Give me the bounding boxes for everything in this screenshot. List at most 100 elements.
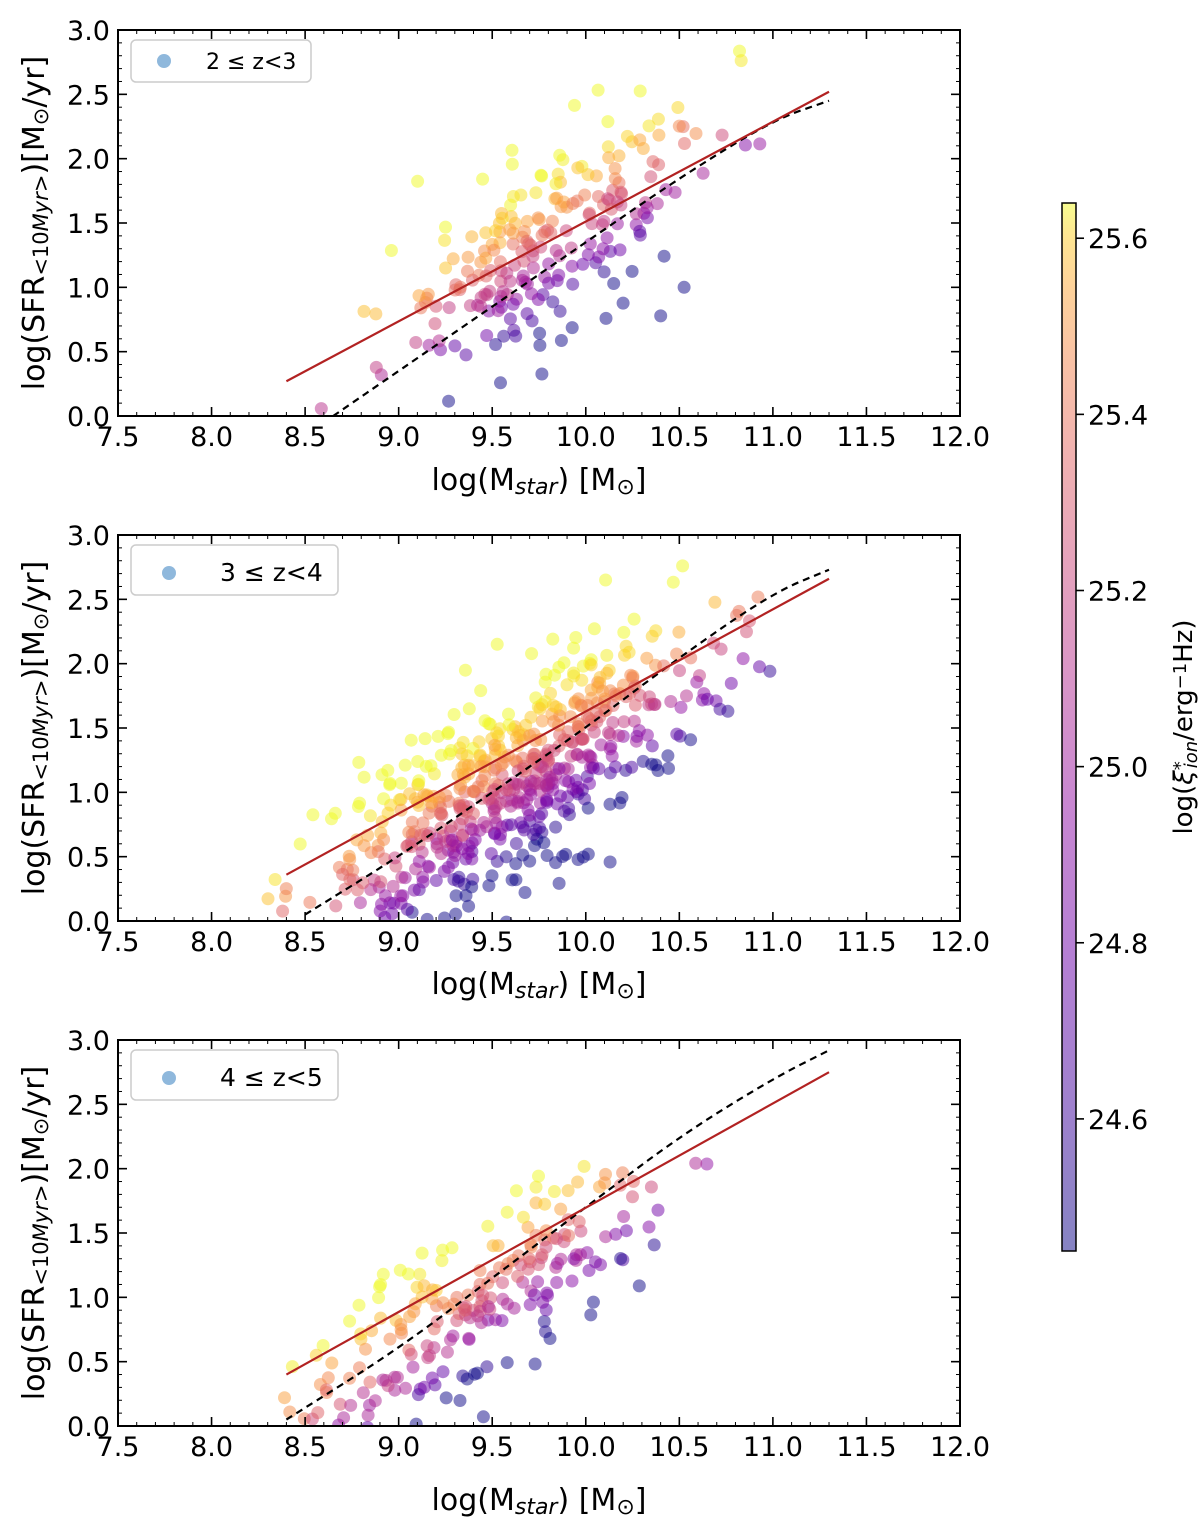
data-point	[552, 660, 566, 674]
data-point	[499, 915, 513, 921]
data-point	[491, 304, 505, 318]
data-point	[315, 1476, 328, 1489]
data-point	[383, 1332, 397, 1346]
data-point	[495, 1314, 509, 1328]
scatter-panel-z4-5: 7.5 8.0 8.5 9.0 9.5 10.0 10.5 11.0 11.5 12.0 0.0 0.…	[17, 1026, 990, 1520]
y-tick-label: 0.0	[67, 402, 110, 433]
data-point	[359, 1342, 372, 1356]
legend-label: 3 ≤ z<4	[220, 558, 323, 587]
data-point	[520, 307, 534, 321]
data-point	[587, 622, 601, 636]
data-point	[534, 733, 548, 746]
data-point	[511, 739, 525, 753]
x-tick-label: 11.0	[743, 1432, 803, 1463]
data-point	[415, 1246, 429, 1260]
data-point	[489, 816, 503, 830]
x-tick-label: 9.0	[377, 422, 420, 453]
data-point	[453, 782, 467, 796]
data-point	[333, 1397, 347, 1411]
data-point	[673, 664, 686, 678]
data-point	[472, 735, 486, 749]
data-point	[278, 1391, 291, 1405]
y-tick-label: 3.0	[67, 1026, 110, 1057]
y-tick-label: 1.0	[67, 1283, 110, 1314]
data-point	[398, 758, 412, 772]
y-tick-label: 1.0	[67, 273, 110, 304]
y-tick-label: 2.5	[67, 80, 110, 111]
x-tick-label: 8.5	[284, 422, 327, 453]
data-point	[353, 796, 367, 810]
data-point	[535, 228, 549, 242]
data-point	[356, 1386, 370, 1400]
data-point	[575, 673, 589, 687]
data-point	[740, 625, 753, 639]
data-point	[620, 129, 634, 143]
legend-label: 2 ≤ z<3	[206, 50, 296, 75]
y-tick-label: 2.5	[67, 585, 110, 616]
data-point	[448, 339, 462, 353]
data-point	[753, 137, 767, 151]
data-point	[532, 1169, 545, 1183]
data-point	[612, 729, 626, 743]
y-tick-label: 1.0	[67, 778, 110, 809]
data-point	[531, 1275, 545, 1289]
data-point	[640, 651, 654, 665]
data-point	[509, 857, 523, 871]
data-point	[654, 309, 668, 323]
data-point	[402, 825, 416, 839]
legend-marker	[157, 54, 171, 68]
data-point	[462, 899, 476, 913]
data-point	[547, 1185, 561, 1198]
data-point	[494, 758, 508, 772]
data-point	[526, 827, 540, 841]
data-point	[292, 974, 305, 987]
data-point	[376, 1267, 390, 1281]
data-point	[368, 1394, 382, 1408]
x-tick-label: 7.5	[97, 422, 140, 453]
data-point	[369, 360, 383, 374]
data-point	[525, 647, 539, 661]
y-tick-label: 3.0	[67, 16, 110, 47]
data-point	[480, 1360, 494, 1374]
data-point	[412, 289, 426, 303]
data-point	[520, 234, 534, 248]
data-point	[279, 882, 293, 896]
y-tick-label: 2.0	[67, 145, 110, 176]
data-point	[613, 1178, 627, 1192]
data-point	[670, 647, 684, 661]
data-point	[363, 1425, 370, 1426]
data-point	[661, 749, 675, 763]
axis-ticks: 7.5 8.0 8.5 9.0 9.5 10.0 10.5 11.0 11.5 12.0 0.0 0.…	[67, 1026, 990, 1463]
data-point	[499, 783, 513, 797]
data-point	[671, 101, 685, 114]
data-point	[581, 801, 595, 815]
data-point	[614, 1252, 628, 1265]
y-tick-label: 0.5	[67, 338, 110, 369]
main-sequence-curve	[332, 99, 830, 416]
data-point	[363, 809, 377, 823]
data-point	[434, 847, 448, 861]
data-point	[535, 714, 549, 728]
data-point	[495, 207, 508, 220]
data-point	[582, 712, 596, 725]
data-point	[458, 663, 472, 677]
fit-line	[285, 90, 830, 383]
data-point	[540, 849, 554, 862]
data-point	[361, 1408, 375, 1422]
data-point	[496, 285, 510, 299]
data-point	[407, 883, 421, 897]
data-point	[528, 1357, 542, 1371]
data-point	[571, 161, 585, 175]
data-point	[496, 1276, 510, 1290]
data-point	[608, 172, 622, 186]
data-point	[546, 295, 560, 309]
data-point	[602, 726, 615, 740]
data-point	[398, 871, 412, 885]
data-point	[751, 590, 765, 604]
data-point	[535, 367, 549, 381]
colorbar: 24.6 24.8 25.0 25.2 25.4 25.6 log(ξ*ion/erg−1…	[1061, 202, 1200, 1252]
data-point	[520, 214, 534, 228]
data-point	[404, 1347, 418, 1361]
data-point	[581, 248, 595, 262]
data-point	[412, 854, 426, 868]
